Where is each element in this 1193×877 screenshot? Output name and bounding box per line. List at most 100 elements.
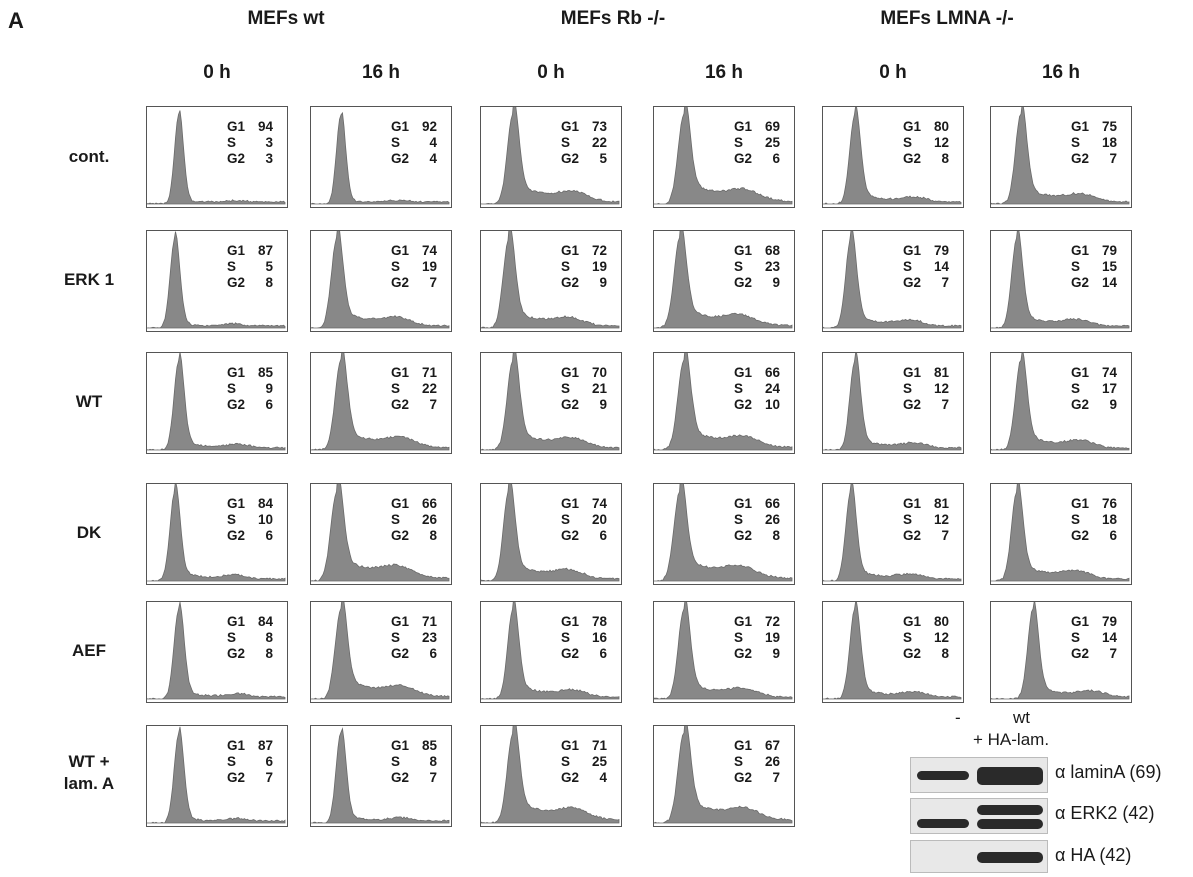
stat-key: G2 bbox=[734, 770, 753, 785]
stat-value: 6 bbox=[599, 528, 607, 543]
stat-value: 19 bbox=[764, 630, 780, 645]
stat-key: G1 bbox=[227, 119, 246, 134]
stat-key: G2 bbox=[903, 397, 922, 412]
stat-value: 19 bbox=[591, 259, 607, 274]
stat-key: S bbox=[734, 381, 744, 396]
cell-cycle-stats: G1 74 S 20 G2 6 bbox=[561, 496, 607, 544]
histogram-area bbox=[481, 602, 620, 700]
stat-key: G1 bbox=[227, 243, 246, 258]
stat-key: G1 bbox=[391, 496, 410, 511]
stat-key: G2 bbox=[903, 528, 922, 543]
stat-value: 21 bbox=[591, 381, 607, 396]
histogram-area bbox=[823, 107, 962, 205]
stat-key: G2 bbox=[561, 275, 580, 290]
stat-value: 3 bbox=[265, 135, 273, 150]
stat-value: 12 bbox=[933, 630, 949, 645]
histogram-area bbox=[654, 726, 793, 824]
histogram-area bbox=[311, 727, 450, 824]
stat-value: 6 bbox=[265, 397, 273, 412]
stat-value: 84 bbox=[257, 496, 273, 511]
stat-key: G2 bbox=[561, 151, 580, 166]
stat-key: G1 bbox=[1071, 119, 1090, 134]
histogram-svg bbox=[311, 231, 450, 329]
stat-key: G1 bbox=[561, 496, 580, 511]
stat-key: G1 bbox=[561, 738, 580, 753]
stat-key: S bbox=[391, 381, 401, 396]
stat-value: 74 bbox=[421, 243, 437, 258]
histogram-panel: G1 66 S 26 G2 8 bbox=[310, 483, 452, 585]
stat-key: G1 bbox=[391, 614, 410, 629]
stat-value: 12 bbox=[933, 512, 949, 527]
stat-key: G2 bbox=[1071, 275, 1090, 290]
stat-value: 74 bbox=[1101, 365, 1117, 380]
blot-label-erk2: α ERK2 (42) bbox=[1055, 803, 1155, 823]
stat-value: 87 bbox=[257, 738, 273, 753]
stat-key: G2 bbox=[561, 770, 580, 785]
cell-cycle-stats: G1 85 S 8 G2 7 bbox=[391, 738, 437, 786]
cell-cycle-stats: G1 73 S 22 G2 5 bbox=[561, 119, 607, 167]
stat-key: G2 bbox=[227, 770, 246, 785]
stat-value: 66 bbox=[764, 496, 780, 511]
cell-cycle-stats: G1 66 S 26 G2 8 bbox=[391, 496, 437, 544]
stat-value: 9 bbox=[599, 275, 607, 290]
stat-value: 7 bbox=[941, 528, 949, 543]
stat-value: 18 bbox=[1101, 135, 1117, 150]
stat-key: G1 bbox=[1071, 496, 1090, 511]
blot-lane1-label: - bbox=[955, 708, 961, 727]
stat-key: S bbox=[1071, 512, 1081, 527]
stat-value: 3 bbox=[265, 151, 273, 166]
stat-value: 66 bbox=[421, 496, 437, 511]
stat-value: 8 bbox=[429, 754, 437, 769]
stat-value: 20 bbox=[591, 512, 607, 527]
histogram-svg bbox=[147, 602, 286, 700]
histogram-area bbox=[823, 353, 962, 451]
cell-cycle-stats: G1 87 S 5 G2 8 bbox=[227, 243, 273, 291]
histogram-panel: G1 85 S 8 G2 7 bbox=[310, 725, 452, 827]
histogram-panel: G1 84 S 10 G2 6 bbox=[146, 483, 288, 585]
cell-cycle-stats: G1 76 S 18 G2 6 bbox=[1071, 496, 1117, 544]
stat-key: S bbox=[391, 259, 401, 274]
stat-key: S bbox=[734, 630, 744, 645]
stat-key: G2 bbox=[391, 397, 410, 412]
stat-key: G2 bbox=[561, 528, 580, 543]
histogram-panel: G1 81 S 12 G2 7 bbox=[822, 352, 964, 454]
stat-value: 73 bbox=[591, 119, 607, 134]
stat-value: 8 bbox=[429, 528, 437, 543]
stat-key: G2 bbox=[734, 646, 753, 661]
row-label: cont. bbox=[68, 147, 110, 166]
histogram-svg bbox=[147, 484, 286, 582]
stat-value: 14 bbox=[933, 259, 949, 274]
histogram-svg bbox=[147, 353, 286, 451]
histogram-panel: G1 73 S 22 G2 5 bbox=[480, 106, 622, 208]
time-label: 16 h bbox=[1041, 62, 1081, 83]
histogram-svg bbox=[654, 107, 793, 205]
stat-key: G1 bbox=[1071, 243, 1090, 258]
stat-value: 71 bbox=[421, 614, 437, 629]
histogram-svg bbox=[991, 231, 1130, 329]
stat-value: 6 bbox=[265, 754, 273, 769]
histogram-area bbox=[654, 107, 793, 205]
stat-key: G2 bbox=[903, 151, 922, 166]
stat-value: 94 bbox=[257, 119, 273, 134]
time-label: 16 h bbox=[361, 62, 401, 83]
stat-key: G2 bbox=[227, 528, 246, 543]
stat-value: 6 bbox=[265, 528, 273, 543]
histogram-svg bbox=[654, 726, 793, 824]
stat-value: 85 bbox=[421, 738, 437, 753]
stat-key: G2 bbox=[391, 275, 410, 290]
histogram-area bbox=[991, 602, 1130, 700]
histogram-svg bbox=[147, 231, 286, 329]
stat-key: G1 bbox=[903, 365, 922, 380]
stat-key: G1 bbox=[391, 243, 410, 258]
stat-key: G1 bbox=[227, 496, 246, 511]
stat-value: 8 bbox=[265, 646, 273, 661]
stat-value: 9 bbox=[772, 275, 780, 290]
histogram-svg bbox=[481, 353, 620, 451]
histogram-panel: G1 80 S 12 G2 8 bbox=[822, 601, 964, 703]
stat-value: 10 bbox=[257, 512, 273, 527]
blot-strip-erk2 bbox=[910, 798, 1048, 834]
group-title-wt: MEFs wt bbox=[247, 8, 325, 29]
blot-band bbox=[977, 852, 1043, 863]
histogram-svg bbox=[147, 726, 286, 824]
stat-value: 6 bbox=[429, 646, 437, 661]
